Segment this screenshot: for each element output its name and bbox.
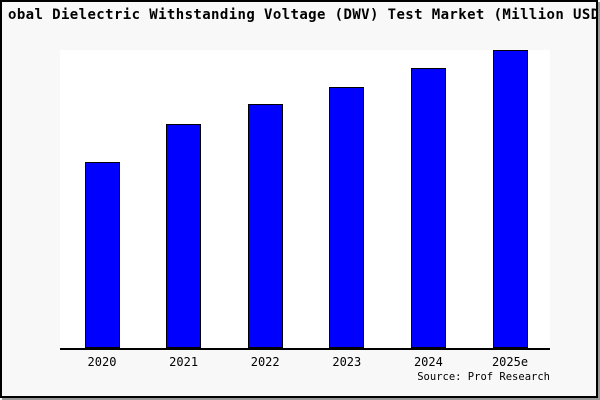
chart-title: obal Dielectric Withstanding Voltage (DW… bbox=[8, 7, 598, 23]
x-axis-line bbox=[60, 348, 550, 350]
bar-2025e bbox=[492, 50, 528, 348]
x-tick-label-2025e: 2025e bbox=[491, 355, 529, 369]
bar-2024 bbox=[410, 68, 446, 348]
x-tick-label-2021: 2021 bbox=[169, 355, 199, 369]
plot-area bbox=[60, 50, 550, 350]
bar-2022 bbox=[247, 104, 283, 348]
bar-2023 bbox=[329, 87, 365, 348]
bar-2020 bbox=[84, 162, 120, 348]
x-tick-label-2023: 2023 bbox=[332, 355, 362, 369]
x-tick-label-2022: 2022 bbox=[250, 355, 280, 369]
bar-2021 bbox=[166, 124, 202, 348]
x-tick-label-2024: 2024 bbox=[413, 355, 443, 369]
x-tick-label-2020: 2020 bbox=[87, 355, 117, 369]
source-text: Source: Prof Research bbox=[417, 371, 550, 383]
